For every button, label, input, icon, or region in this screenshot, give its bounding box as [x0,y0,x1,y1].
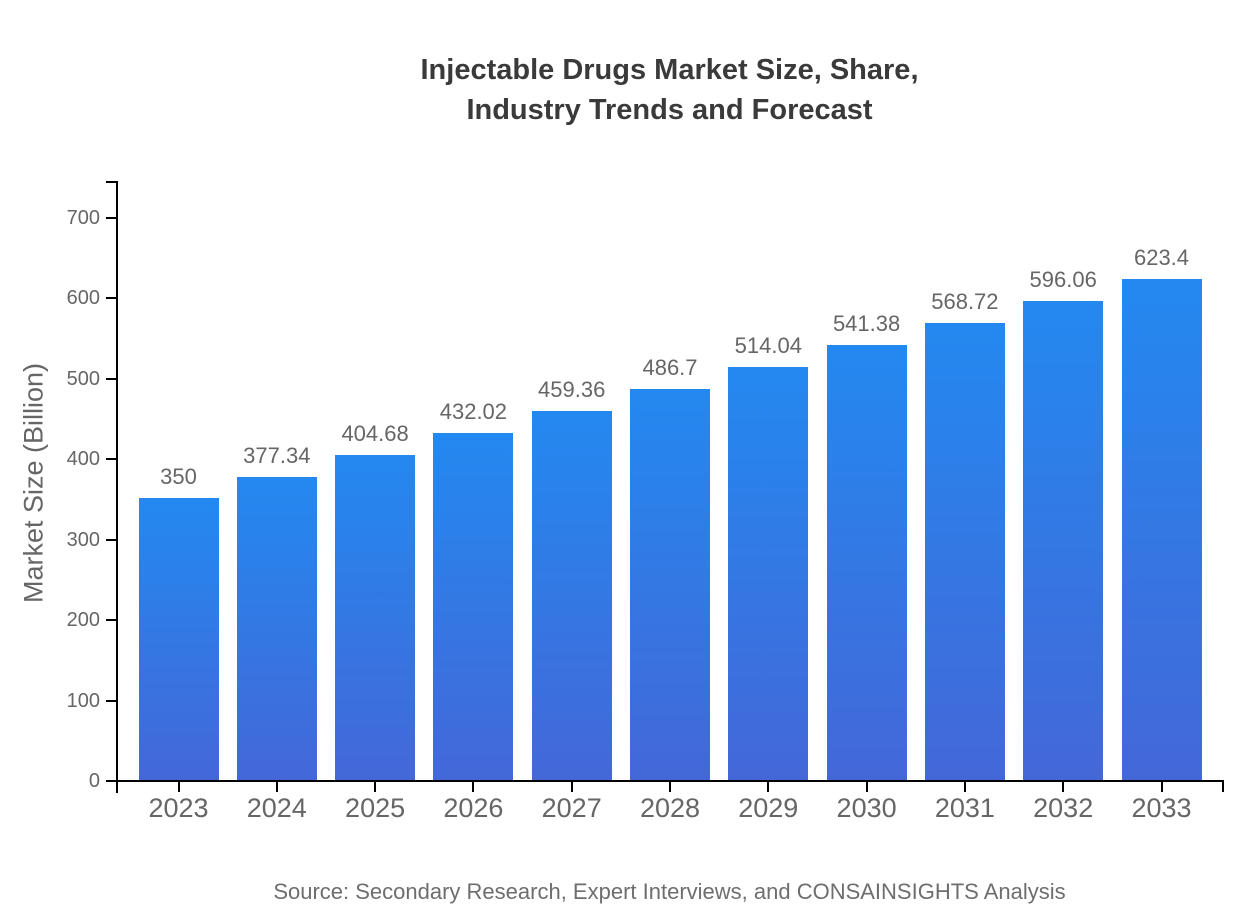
bar [335,455,416,780]
x-tick [669,782,671,792]
bar [236,477,317,780]
x-tick [1160,782,1163,792]
y-tick [106,619,116,622]
x-tick-label: 2026 [443,793,504,823]
x-tick-label: 2029 [738,793,799,823]
bar-value-label: 623.4 [1133,245,1190,270]
x-tick-label: 2023 [148,793,209,823]
bar [728,367,809,780]
x-tick-label: 2025 [345,793,406,823]
x-tick-label: 2027 [541,793,602,823]
x-tick-label: 2032 [1033,793,1094,823]
bar [630,389,710,780]
y-tick-label: 600 [66,287,100,310]
bar-value-label: 596.06 [1029,267,1097,292]
bar-value-label: 377.34 [243,443,311,468]
bar [826,345,907,780]
x-tick-label: 2033 [1131,793,1192,823]
x-tick [1062,782,1065,792]
y-tick [106,458,116,461]
x-tick [177,782,180,792]
y-tick [106,780,116,782]
bar [138,498,219,780]
bar-value-label: 541.38 [832,311,901,336]
chart-title-line2: Industry Trends and Forecast [466,94,873,126]
bar-value-label: 459.36 [538,377,606,402]
x-tick [374,782,377,792]
y-tick-label: 400 [66,448,100,471]
bar [1121,279,1202,780]
bar-value-label: 432.02 [439,399,508,424]
x-tick [275,782,278,792]
y-axis-top-cap [106,181,116,183]
y-tick-label: 500 [66,367,100,390]
x-tick-label: 2031 [934,793,995,823]
x-tick-label: 2028 [639,793,701,823]
x-tick-label: 2030 [836,793,897,823]
y-tick [106,216,116,219]
x-axis-line [108,780,1224,782]
x-axis-right-cap [1222,780,1224,792]
y-tick-label: 100 [66,689,100,712]
x-tick [963,782,966,792]
y-tick [106,699,116,702]
y-tick [106,297,116,300]
y-tick [106,538,116,541]
chart-title: Injectable Drugs Market Size, Share, Ind… [117,50,1222,130]
source-note: Source: Secondary Research, Expert Inter… [273,879,1066,904]
y-tick-label: 300 [66,528,100,551]
bar-value-label: 514.04 [734,333,802,358]
y-tick [106,377,116,380]
bar [1023,301,1104,780]
bar [433,433,514,780]
y-tick-label: 0 [88,770,100,792]
y-axis-line [116,181,118,793]
x-tick-label: 2024 [246,793,307,823]
chart-title-line1: Injectable Drugs Market Size, Share, [420,54,919,86]
bar [531,411,612,780]
x-tick [570,782,573,792]
bar [924,323,1005,780]
bar-value-label: 486.7 [642,355,698,380]
x-tick [472,782,475,792]
bar-value-label: 568.72 [931,289,999,314]
y-tick-label: 700 [66,206,100,229]
bar-value-label: 404.68 [341,421,409,446]
x-tick [865,782,868,792]
bar-value-label: 350 [160,464,197,489]
y-tick-label: 200 [66,609,100,632]
x-tick [767,782,770,792]
